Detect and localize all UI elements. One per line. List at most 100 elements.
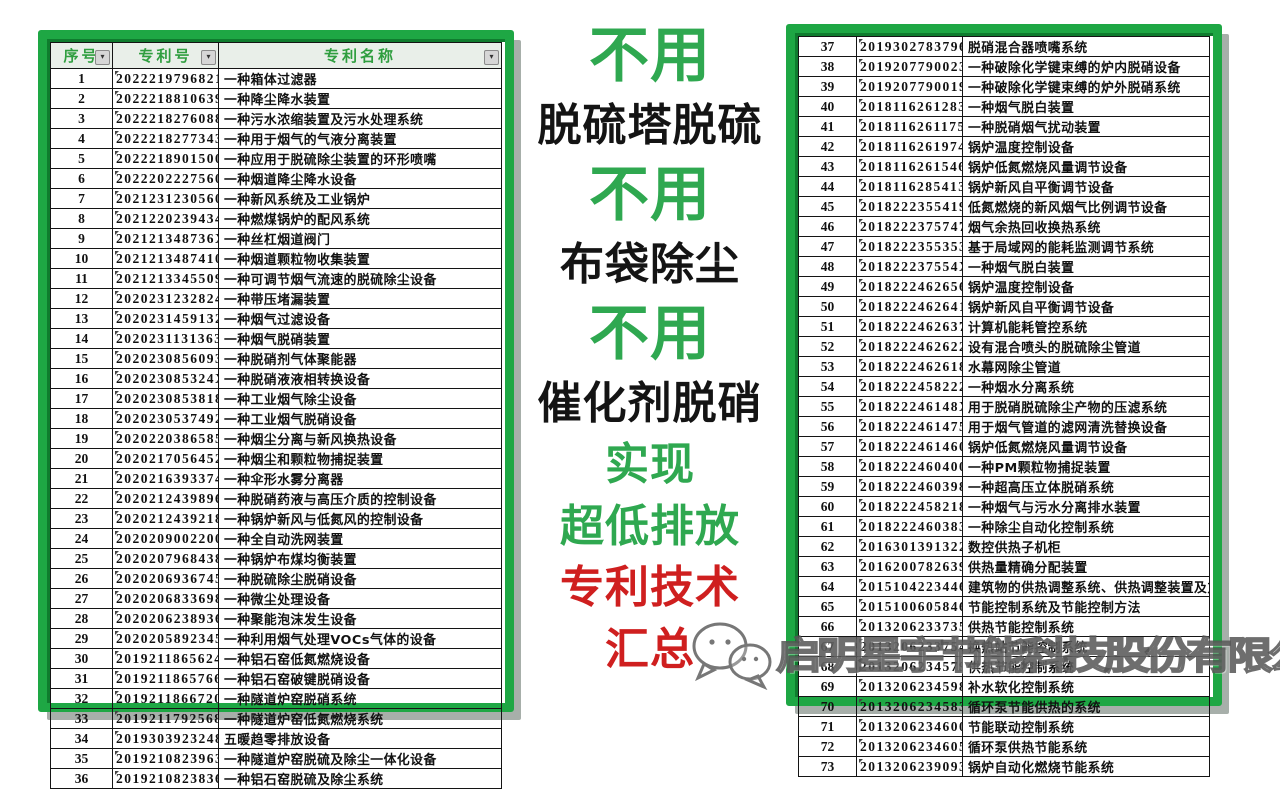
cell-patent-name[interactable]: 一种微尘处理设备 xyxy=(218,588,502,609)
cell-patent-name[interactable]: 一种全自动洗网装置 xyxy=(218,528,502,549)
cell-patent-name[interactable]: 五暖趋零排放设备 xyxy=(218,728,502,749)
cell-patent-name[interactable]: 一种除尘自动化控制系统 xyxy=(962,516,1210,537)
cell-patent-name[interactable]: 一种丝杠烟道阀门 xyxy=(218,228,502,249)
cell-row-number[interactable]: 52 xyxy=(798,336,857,357)
cell-row-number[interactable]: 63 xyxy=(798,556,857,577)
cell-patent-name[interactable]: 一种超高压立体脱硝系统 xyxy=(962,476,1210,497)
cell-patent-name[interactable]: 一种脱硝液液相转换设备 xyxy=(218,368,502,389)
cell-row-number[interactable]: 17 xyxy=(50,388,113,409)
cell-row-number[interactable]: 35 xyxy=(50,748,113,769)
cell-patent-number[interactable]: 2020217056452 xyxy=(112,448,219,469)
cell-patent-name[interactable]: 一种破除化学键束缚的炉内脱硝设备 xyxy=(962,56,1210,77)
cell-patent-number[interactable]: 201822246148X xyxy=(856,396,963,417)
cell-row-number[interactable]: 49 xyxy=(798,276,857,297)
cell-patent-number[interactable]: 2020220386585 xyxy=(112,428,219,449)
cell-patent-name[interactable]: 一种隧道炉窑脱硫及除尘一体化设备 xyxy=(218,748,502,769)
cell-patent-number[interactable]: 2018222461475 xyxy=(856,416,963,437)
cell-patent-name[interactable]: 锅炉新风自平衡调节设备 xyxy=(962,296,1210,317)
cell-row-number[interactable]: 22 xyxy=(50,488,113,509)
cell-row-number[interactable]: 5 xyxy=(50,148,113,169)
cell-patent-number[interactable]: 2020206936745 xyxy=(112,568,219,589)
cell-patent-name[interactable]: 一种烟气脱白装置 xyxy=(962,96,1210,117)
cell-patent-name[interactable]: 一种烟道降尘降水设备 xyxy=(218,168,502,189)
cell-row-number[interactable]: 38 xyxy=(798,56,857,77)
cell-row-number[interactable]: 23 xyxy=(50,508,113,529)
cell-patent-number[interactable]: 2020216393374 xyxy=(112,468,219,489)
cell-patent-name[interactable]: 一种箱体过滤器 xyxy=(218,68,502,89)
cell-row-number[interactable]: 50 xyxy=(798,296,857,317)
cell-patent-name[interactable]: 一种锅炉新风与低氮风的控制设备 xyxy=(218,508,502,529)
cell-row-number[interactable]: 64 xyxy=(798,576,857,597)
cell-patent-number[interactable]: 2020212439896 xyxy=(112,488,219,509)
cell-patent-name[interactable]: 一种用于烟气的气液分离装置 xyxy=(218,128,502,149)
cell-patent-name[interactable]: 计算机能耗管控系统 xyxy=(962,316,1210,337)
cell-patent-number[interactable]: 2020231459132 xyxy=(112,308,219,329)
cell-patent-name[interactable]: 一种脱硝药液与高压介质的控制设备 xyxy=(218,488,502,509)
cell-patent-number[interactable]: 2018222462622 xyxy=(856,336,963,357)
cell-patent-name[interactable]: 一种利用烟气处理VOCs气体的设备 xyxy=(218,628,502,649)
cell-patent-name[interactable]: 数控供热子机柜 xyxy=(962,536,1210,557)
filter-dropdown-icon[interactable]: ▾ xyxy=(201,50,216,65)
cell-patent-name[interactable]: 一种烟尘分离与新风换热设备 xyxy=(218,428,502,449)
cell-row-number[interactable]: 34 xyxy=(50,728,113,749)
cell-patent-number[interactable]: 2018222462618 xyxy=(856,356,963,377)
cell-patent-number[interactable]: 2018222460400 xyxy=(856,456,963,477)
cell-patent-number[interactable]: 2018116261283 xyxy=(856,96,963,117)
cell-row-number[interactable]: 7 xyxy=(50,188,113,209)
cell-patent-name[interactable]: 一种新风系统及工业锅炉 xyxy=(218,188,502,209)
cell-row-number[interactable]: 54 xyxy=(798,376,857,397)
cell-patent-name[interactable]: 一种烟气与污水分离排水装置 xyxy=(962,496,1210,517)
cell-patent-name[interactable]: 设有混合喷头的脱硫除尘管道 xyxy=(962,336,1210,357)
cell-row-number[interactable]: 53 xyxy=(798,356,857,377)
cell-patent-number[interactable]: 2018222462641 xyxy=(856,296,963,317)
cell-patent-name[interactable]: 循环泵节能供热的系统 xyxy=(962,696,1210,717)
filter-dropdown-icon[interactable]: ▾ xyxy=(95,50,110,65)
cell-row-number[interactable]: 57 xyxy=(798,436,857,457)
cell-patent-name[interactable]: 一种带压堵漏装置 xyxy=(218,288,502,309)
cell-row-number[interactable]: 43 xyxy=(798,156,857,177)
cell-patent-name[interactable]: 锅炉温度控制设备 xyxy=(962,276,1210,297)
cell-patent-number[interactable]: 2020205892345 xyxy=(112,628,219,649)
cell-patent-number[interactable]: 2019302783796 xyxy=(856,36,963,57)
cell-row-number[interactable]: 27 xyxy=(50,588,113,609)
cell-patent-number[interactable]: 2018116261175 xyxy=(856,116,963,137)
cell-patent-number[interactable]: 2018222460398 xyxy=(856,476,963,497)
cell-patent-name[interactable]: 建筑物的供热调整系统、供热调整装置及方法 xyxy=(962,576,1210,597)
cell-row-number[interactable]: 13 xyxy=(50,308,113,329)
cell-patent-name[interactable]: 一种烟道颗粒物收集装置 xyxy=(218,248,502,269)
cell-patent-number[interactable]: 2019210823963 xyxy=(112,748,219,769)
cell-patent-name[interactable]: 一种烟尘和颗粒物捕捉装置 xyxy=(218,448,502,469)
cell-patent-name[interactable]: 用于烟气管道的滤网清洗替换设备 xyxy=(962,416,1210,437)
cell-patent-number[interactable]: 2020212439218 xyxy=(112,508,219,529)
cell-row-number[interactable]: 28 xyxy=(50,608,113,629)
cell-patent-name[interactable]: 一种烟气脱硝装置 xyxy=(218,328,502,349)
cell-patent-number[interactable]: 2022218810639 xyxy=(112,88,219,109)
cell-row-number[interactable]: 4 xyxy=(50,128,113,149)
cell-patent-name[interactable]: 锅炉温度控制设备 xyxy=(962,136,1210,157)
cell-patent-name[interactable]: 一种铝石窑低氮燃烧设备 xyxy=(218,648,502,669)
cell-row-number[interactable]: 6 xyxy=(50,168,113,189)
cell-row-number[interactable]: 61 xyxy=(798,516,857,537)
cell-patent-name[interactable]: 节能控制系统及节能控制方法 xyxy=(962,596,1210,617)
cell-row-number[interactable]: 59 xyxy=(798,476,857,497)
cell-row-number[interactable]: 11 xyxy=(50,268,113,289)
cell-patent-name[interactable]: 一种烟水分离系统 xyxy=(962,376,1210,397)
cell-row-number[interactable]: 14 xyxy=(50,328,113,349)
cell-patent-name[interactable]: 一种脱硫除尘脱硝设备 xyxy=(218,568,502,589)
cell-patent-number[interactable]: 201822237554X xyxy=(856,256,963,277)
cell-row-number[interactable]: 12 xyxy=(50,288,113,309)
cell-row-number[interactable]: 33 xyxy=(50,708,113,729)
cell-row-number[interactable]: 56 xyxy=(798,416,857,437)
cell-patent-name[interactable]: 一种燃煤锅炉的配风系统 xyxy=(218,208,502,229)
cell-patent-number[interactable]: 2020206238936 xyxy=(112,608,219,629)
cell-patent-number[interactable]: 2021231230560 xyxy=(112,188,219,209)
cell-patent-name[interactable]: 供热节能控制系统 xyxy=(962,656,1210,677)
cell-patent-number[interactable]: 2022202227560 xyxy=(112,168,219,189)
cell-patent-name[interactable]: 一种锅炉布煤均衡装置 xyxy=(218,548,502,569)
cell-patent-number[interactable]: 202023085324X xyxy=(112,368,219,389)
cell-patent-name[interactable]: 锅炉自动化燃烧节能系统 xyxy=(962,756,1210,777)
cell-patent-number[interactable]: 2019211865624 xyxy=(112,648,219,669)
cell-patent-name[interactable]: 锅炉低氮燃烧风量调节设备 xyxy=(962,156,1210,177)
cell-patent-name[interactable]: 脱硝混合器喷嘴系统 xyxy=(962,36,1210,57)
cell-row-number[interactable]: 41 xyxy=(798,116,857,137)
